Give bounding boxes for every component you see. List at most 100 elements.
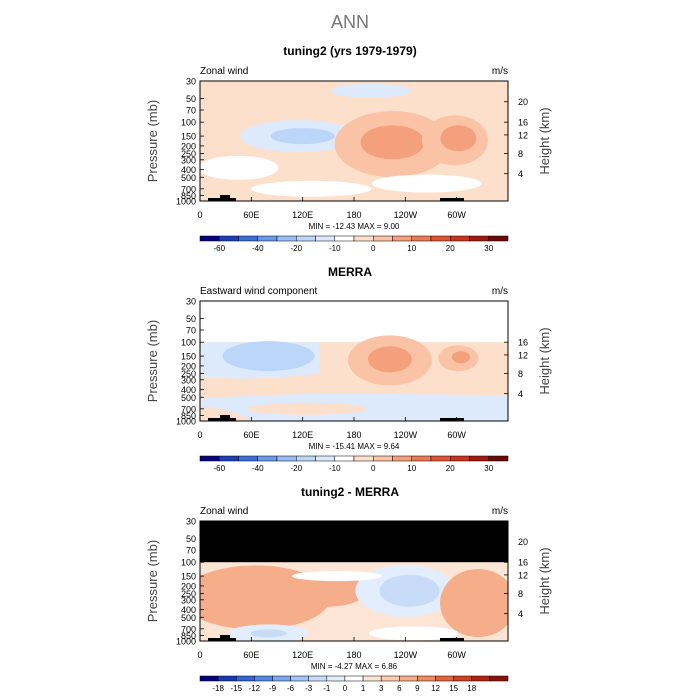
colorbar-swatch: [199, 235, 220, 242]
colorbar-swatch: [238, 455, 258, 462]
colorbar-swatch: [373, 455, 393, 462]
x-tick-label: 60E: [243, 430, 259, 440]
colorbar-swatch: [257, 235, 278, 242]
y-tick-label: 70: [186, 325, 196, 335]
colorbar-swatch: [296, 455, 316, 462]
panel-label: Eastward wind component: [200, 286, 318, 297]
colorbar-swatch: [308, 675, 328, 682]
y2-tick-label: 4: [518, 389, 523, 399]
colorbar-label: 18: [467, 684, 476, 693]
colorbar-swatch: [272, 675, 291, 682]
y2-tick-label: 8: [518, 149, 523, 159]
y-tick-label: 300: [181, 375, 196, 385]
field-blob: [200, 155, 279, 180]
colorbar-label: 3: [379, 684, 384, 693]
colorbar-swatch: [315, 455, 335, 462]
colorbar-label: -12: [249, 684, 261, 693]
y-tick-label: 50: [186, 94, 196, 104]
field-panel-2: [200, 335, 508, 421]
x-tick-label: 120E: [292, 430, 313, 440]
y2-tick-label: 16: [518, 338, 528, 348]
panel-3-title: tuning2 - MERRA: [301, 485, 399, 499]
field-blob: [291, 571, 382, 582]
colorbar-swatch: [235, 675, 255, 682]
field-blob: [440, 569, 508, 638]
units-label: m/s: [492, 286, 508, 297]
y2-tick-label: 4: [518, 609, 523, 619]
colorbar-label: 20: [446, 464, 455, 473]
colorbar-label: -15: [230, 684, 242, 693]
y-tick-label: 500: [181, 173, 196, 183]
y-axis-label: Pressure (mb): [145, 320, 160, 402]
colorbar-label: -6: [287, 684, 295, 693]
field-blob: [251, 180, 372, 197]
units-label: m/s: [492, 66, 508, 77]
field-blob: [270, 128, 335, 145]
min-max-stats: MIN = -4.27 MAX = 6.86: [311, 662, 398, 671]
field-blob: [246, 402, 367, 415]
colorbar-swatch: [411, 235, 432, 242]
colorbar-swatch: [334, 455, 355, 462]
x-tick-label: 0: [197, 650, 202, 660]
y-tick-label: 700: [181, 624, 196, 634]
x-tick-label: 120W: [394, 430, 418, 440]
y-tick-label: 50: [186, 314, 196, 324]
y-axis-label: Pressure (mb): [145, 100, 160, 182]
colorbar-swatch: [315, 235, 335, 242]
y-tick-label: 150: [181, 132, 196, 142]
y-tick-label: 150: [181, 352, 196, 362]
y-tick-label: 70: [186, 545, 196, 555]
x-tick-label: 60E: [243, 650, 259, 660]
y-tick-label: 700: [181, 184, 196, 194]
panel-label: Zonal wind: [200, 66, 248, 77]
y2-tick-label: 8: [518, 589, 523, 599]
y2-tick-label: 12: [518, 130, 528, 140]
y2-tick-label: 16: [518, 558, 528, 568]
x-tick-label: 180: [346, 210, 361, 220]
colorbar-label: -18: [212, 684, 224, 693]
y2-tick-label: 20: [518, 537, 528, 547]
colorbar-label: 10: [407, 464, 416, 473]
colorbar-label: 0: [343, 684, 348, 693]
colorbar-label: -10: [329, 464, 341, 473]
y-tick-label: 300: [181, 595, 196, 605]
colorbar-label: -1: [323, 684, 331, 693]
colorbar-swatch: [254, 675, 273, 682]
colorbar-swatch: [399, 675, 418, 682]
field-blob: [440, 125, 477, 152]
y2-axis-label: Height (km): [537, 327, 552, 394]
topography: [220, 635, 230, 641]
units-label: m/s: [492, 506, 508, 517]
y-tick-label: 400: [181, 605, 196, 615]
masked-region: [200, 521, 508, 563]
field-panel-1: [200, 81, 508, 201]
colorbar-swatch: [199, 455, 220, 462]
colorbar-swatch: [276, 235, 297, 242]
topography: [440, 638, 464, 641]
field-panel-3: [200, 521, 508, 641]
x-tick-label: 120E: [292, 210, 313, 220]
y-tick-label: 200: [181, 141, 196, 151]
panel-2-title: MERRA: [328, 265, 372, 279]
y2-tick-label: 12: [518, 570, 528, 580]
field-blob: [367, 346, 412, 373]
panel-label: Zonal wind: [200, 506, 248, 517]
field-blob: [379, 574, 440, 607]
y-tick-label: 30: [186, 517, 196, 527]
topography: [220, 195, 230, 201]
colorbar-label: -60: [213, 464, 225, 473]
colorbar-label: 15: [449, 684, 458, 693]
colorbar-label: -40: [252, 464, 264, 473]
colorbar-swatch: [380, 675, 400, 682]
colorbar-swatch: [430, 235, 451, 242]
y2-tick-label: 8: [518, 369, 523, 379]
field-blob: [331, 83, 412, 98]
colorbar-swatch: [417, 675, 436, 682]
colorbar-label: 30: [484, 244, 493, 253]
field-blob: [360, 125, 425, 160]
y-axis-label: Pressure (mb): [145, 540, 160, 622]
colorbar-swatch: [257, 455, 278, 462]
y-tick-label: 200: [181, 581, 196, 591]
y2-tick-label: 16: [518, 118, 528, 128]
